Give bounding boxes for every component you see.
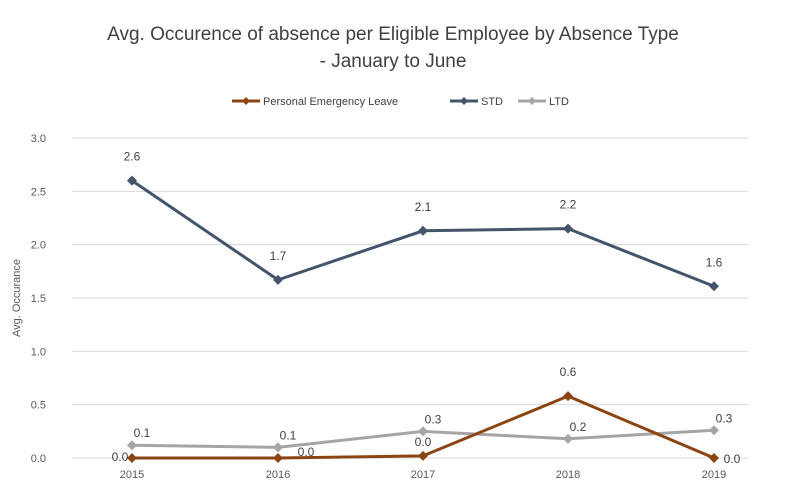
x-tick-label: 2018 [556, 469, 580, 481]
data-point-marker [563, 223, 573, 234]
data-point-marker [273, 453, 283, 463]
y-axis-label: Avg. Occurance [11, 259, 23, 337]
data-label: 0.0 [724, 452, 741, 466]
chart-title-line-2: - January to June [320, 51, 467, 72]
data-point-marker [127, 175, 137, 186]
y-tick-label: 0.5 [31, 400, 46, 412]
data-point-marker [563, 433, 573, 444]
y-tick-label: 1.0 [31, 346, 46, 358]
y-tick-label: 3.0 [31, 133, 46, 145]
data-label: 0.1 [134, 426, 151, 440]
y-tick-label: 1.5 [31, 293, 46, 305]
data-label: 1.7 [270, 249, 287, 263]
data-label: 0.1 [280, 428, 297, 442]
y-tick-label: 0.0 [31, 453, 46, 465]
data-point-marker [418, 450, 428, 461]
data-point-marker [709, 453, 719, 463]
data-point-marker [563, 391, 573, 402]
data-point-marker [127, 440, 137, 451]
data-point-marker [127, 453, 137, 463]
data-point-marker [709, 281, 719, 292]
data-label: 1.6 [706, 255, 723, 269]
chart-title-line-1: Avg. Occurence of absence per Eligible E… [107, 24, 679, 45]
gridlines [72, 137, 748, 459]
data-label: 2.1 [415, 200, 432, 214]
legend-marker [460, 97, 468, 105]
x-axis-ticks: 2015 2016 2017 2018 2019 [120, 469, 726, 481]
x-tick-label: 2019 [702, 469, 726, 481]
x-tick-label: 2017 [411, 469, 435, 481]
y-axis-ticks: 0.0 0.5 1.0 1.5 2.0 2.5 3.0 [31, 133, 46, 465]
series-lines [127, 175, 719, 463]
data-point-marker [273, 274, 283, 285]
data-point-marker [418, 225, 428, 236]
data-label: 2.6 [124, 150, 141, 164]
legend-marker [242, 97, 250, 105]
y-tick-label: 2.0 [31, 240, 46, 252]
data-labels: 2.6 1.7 2.1 2.2 1.6 0.1 0.1 0.3 0.2 0.3 0.0 0.0 0.0 0… [112, 150, 741, 466]
data-label: 0.3 [716, 411, 733, 425]
data-label: 0.3 [425, 412, 442, 426]
x-tick-label: 2015 [120, 469, 144, 481]
data-label: 0.2 [570, 420, 587, 434]
legend-label: Personal Emergency Leave [263, 96, 398, 108]
legend-marker [528, 97, 536, 105]
data-point-marker [273, 442, 283, 453]
legend-label: STD [481, 96, 503, 108]
data-label: 0.6 [560, 365, 577, 379]
y-tick-label: 2.5 [31, 186, 46, 198]
x-tick-label: 2016 [266, 469, 290, 481]
data-label: 0.0 [112, 450, 129, 464]
data-point-marker [709, 425, 719, 436]
legend-label: LTD [549, 96, 569, 108]
legend: Personal Emergency Leave STD LTD [232, 96, 569, 108]
data-point-marker [418, 426, 428, 437]
data-label: 0.0 [298, 445, 315, 459]
data-label: 0.0 [415, 435, 432, 449]
data-label: 2.2 [560, 198, 577, 212]
